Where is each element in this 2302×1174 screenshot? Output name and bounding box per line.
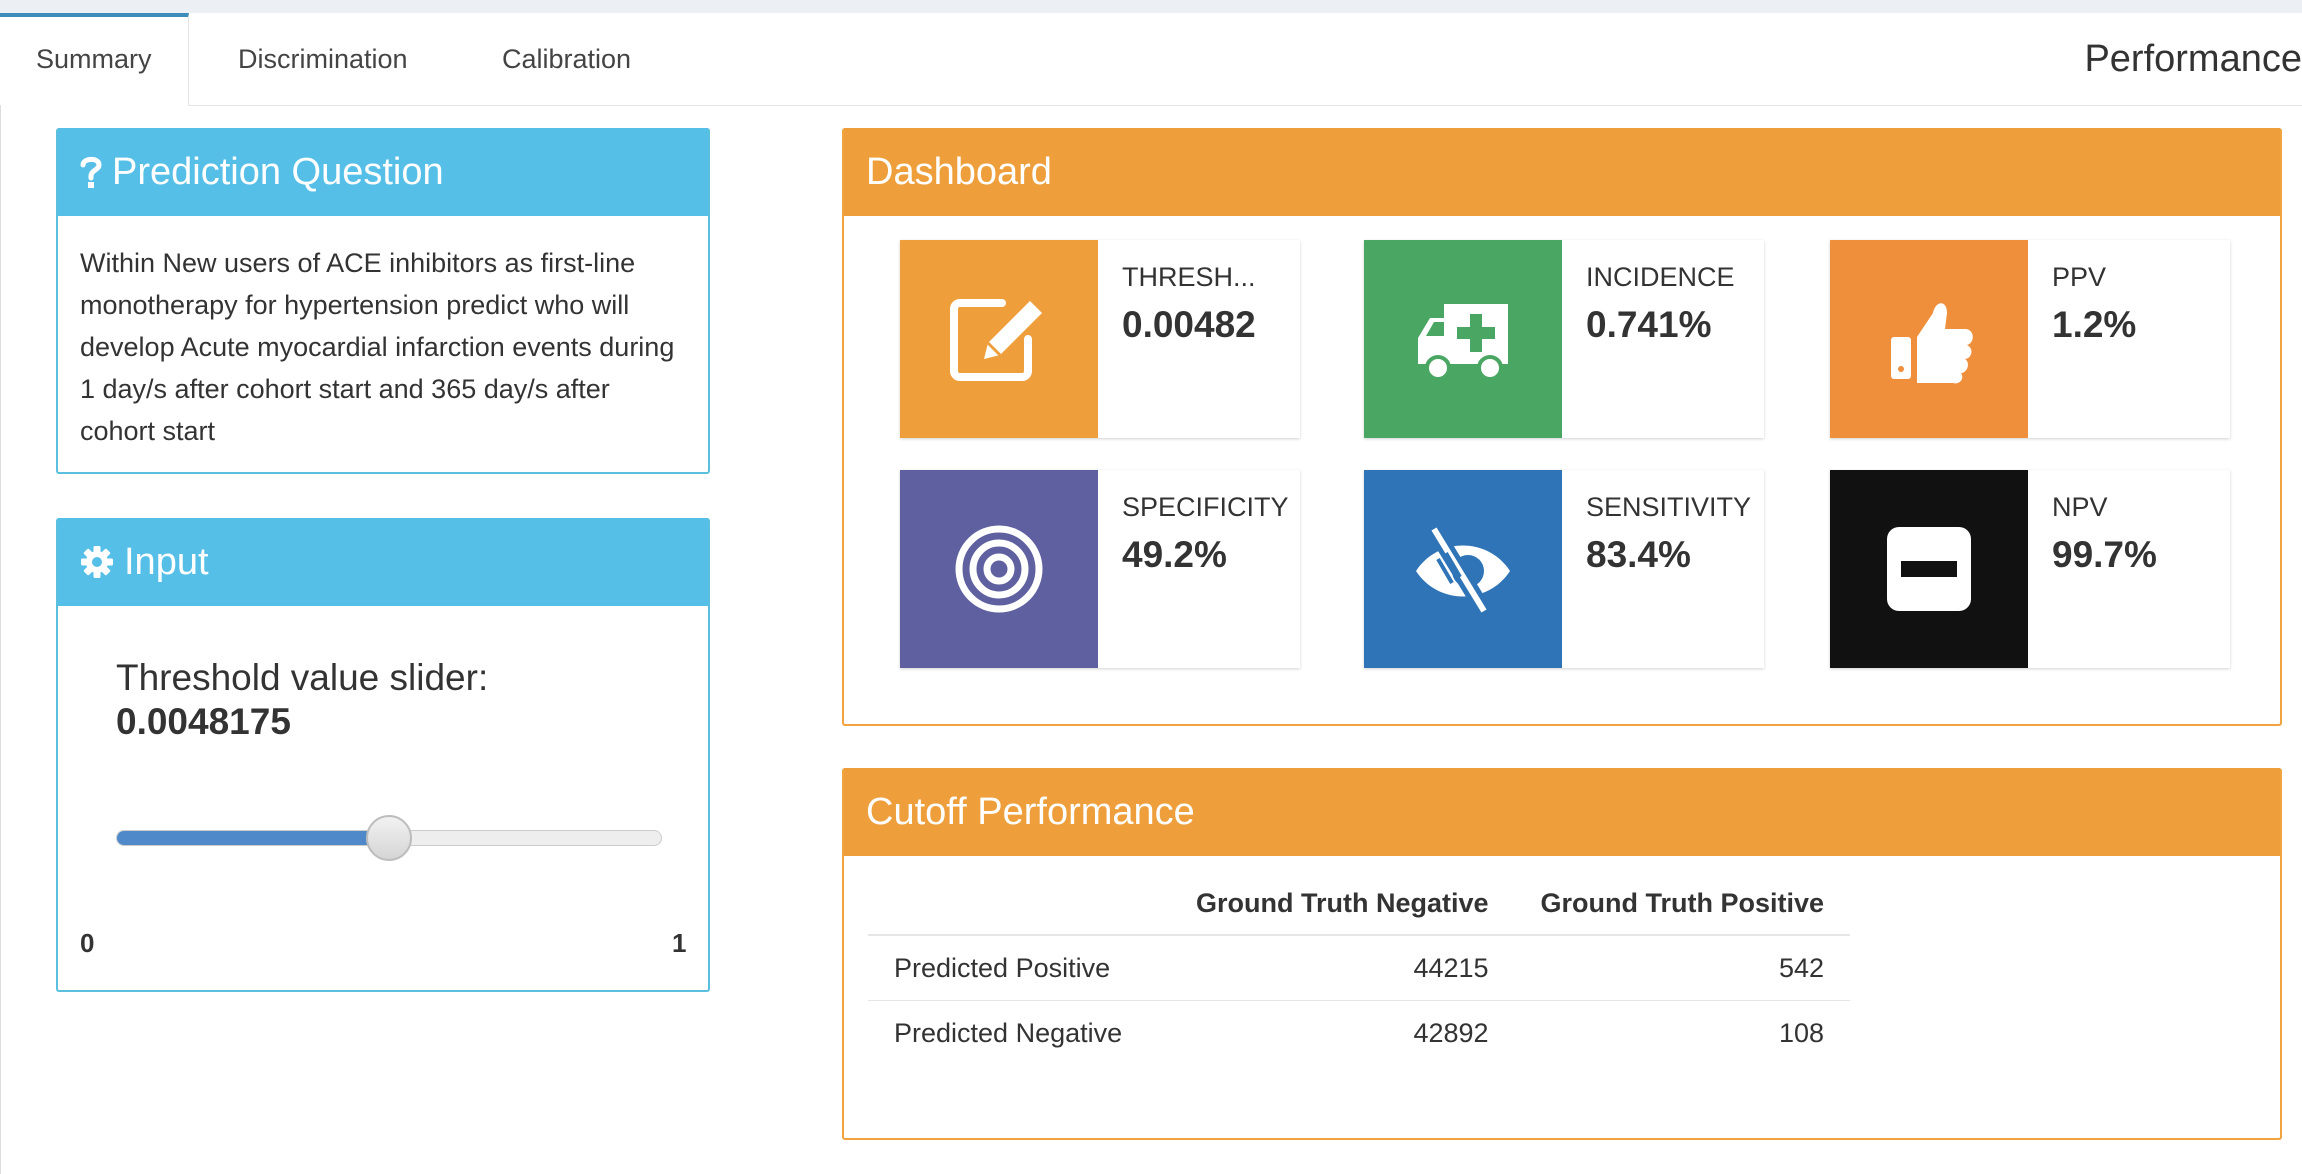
prediction-question-text: Within New users of ACE inhibitors as fi… [80,248,675,446]
cutoff-performance-box: Cutoff Performance Ground Truth Negative… [842,768,2282,1140]
slider-label-text: Threshold value slider: [116,657,489,698]
tab-discrimination[interactable]: Discrimination [238,44,408,74]
thumbs-up-icon [1830,240,2028,438]
input-title: Input [124,540,209,583]
info-box-specificity: SPECIFICITY 49.2% [900,470,1300,668]
minus-square-icon [1830,470,2028,668]
tab-calibration[interactable]: Calibration [502,44,632,74]
incidence-label: INCIDENCE [1586,262,1735,292]
input-header: Input [58,518,708,606]
threshold-slider[interactable] [116,815,662,861]
table-cell: 42892 [1413,1017,1489,1048]
page-title: Performance [2084,38,2302,80]
npv-value: 99.7% [2052,534,2157,575]
divider [0,105,1,1174]
table-row: Predicted Positive 44215 542 [868,935,1851,1001]
slider-max-label: 1 [672,928,687,958]
table-header-row: Ground Truth Negative Ground Truth Posit… [868,872,1851,936]
specificity-label: SPECIFICITY [1122,492,1289,522]
slider-label: Threshold value slider: 0.0048175 [116,656,488,744]
ppv-label: PPV [2052,262,2107,292]
table-row: Predicted Negative 42892 108 [868,1001,1850,1066]
slider-min-label: 0 [80,928,95,958]
npv-label: NPV [2052,492,2108,522]
threshold-value: 0.00482 [1122,304,1256,345]
specificity-value: 49.2% [1122,534,1227,575]
slider-handle[interactable] [366,815,412,861]
column-header: Ground Truth Negative [1170,872,1515,936]
info-box-npv: NPV 99.7% [1830,470,2230,668]
info-box-ppv: PPV 1.2% [1830,240,2230,438]
ambulance-icon [1364,240,1562,438]
table-cell: 44215 [1170,935,1515,1001]
ppv-value: 1.2% [2052,304,2137,345]
info-box-threshold: THRESH... 0.00482 [900,240,1300,438]
threshold-label: THRESH... [1122,262,1256,292]
dashboard-title: Dashboard [866,150,1052,193]
dashboard-header: Dashboard [844,128,2280,216]
column-header [868,872,1170,936]
cutoff-performance-header: Cutoff Performance [844,768,2280,856]
row-label: Predicted Negative [894,1017,1123,1048]
prediction-question-title: Prediction Question [112,150,444,193]
confusion-matrix-table: Ground Truth Negative Ground Truth Posit… [868,872,1851,1066]
cutoff-performance-title: Cutoff Performance [866,790,1195,833]
prediction-question-box: Prediction Question Within New users of … [56,128,710,474]
tab-summary[interactable]: Summary [0,13,189,106]
low-vision-icon [1364,470,1562,668]
bullseye-icon [900,470,1098,668]
info-box-sensitivity: SENSITIVITY 83.4% [1364,470,1764,668]
incidence-value: 0.741% [1586,304,1712,345]
column-header: Ground Truth Positive [1514,872,1851,936]
input-box: Input Threshold value slider: 0.0048175 … [56,518,710,992]
prediction-question-header: Prediction Question [58,128,708,216]
sensitivity-label: SENSITIVITY [1586,492,1752,522]
table-cell: 108 [1778,1017,1825,1048]
row-label: Predicted Positive [868,935,1170,1001]
info-box-incidence: INCIDENCE 0.741% [1364,240,1764,438]
slider-value: 0.0048175 [116,701,291,742]
dashboard-box: Dashboard THRESH... 0.00482 INCIDENCE [842,128,2282,726]
sensitivity-value: 83.4% [1586,534,1691,575]
edit-icon [900,240,1098,438]
table-cell: 542 [1514,935,1851,1001]
tab-bar: Summary Discrimination Calibration [0,13,2302,106]
slider-fill [117,831,389,845]
question-icon [80,156,102,188]
gear-icon [80,545,114,579]
top-bar [0,0,2302,13]
